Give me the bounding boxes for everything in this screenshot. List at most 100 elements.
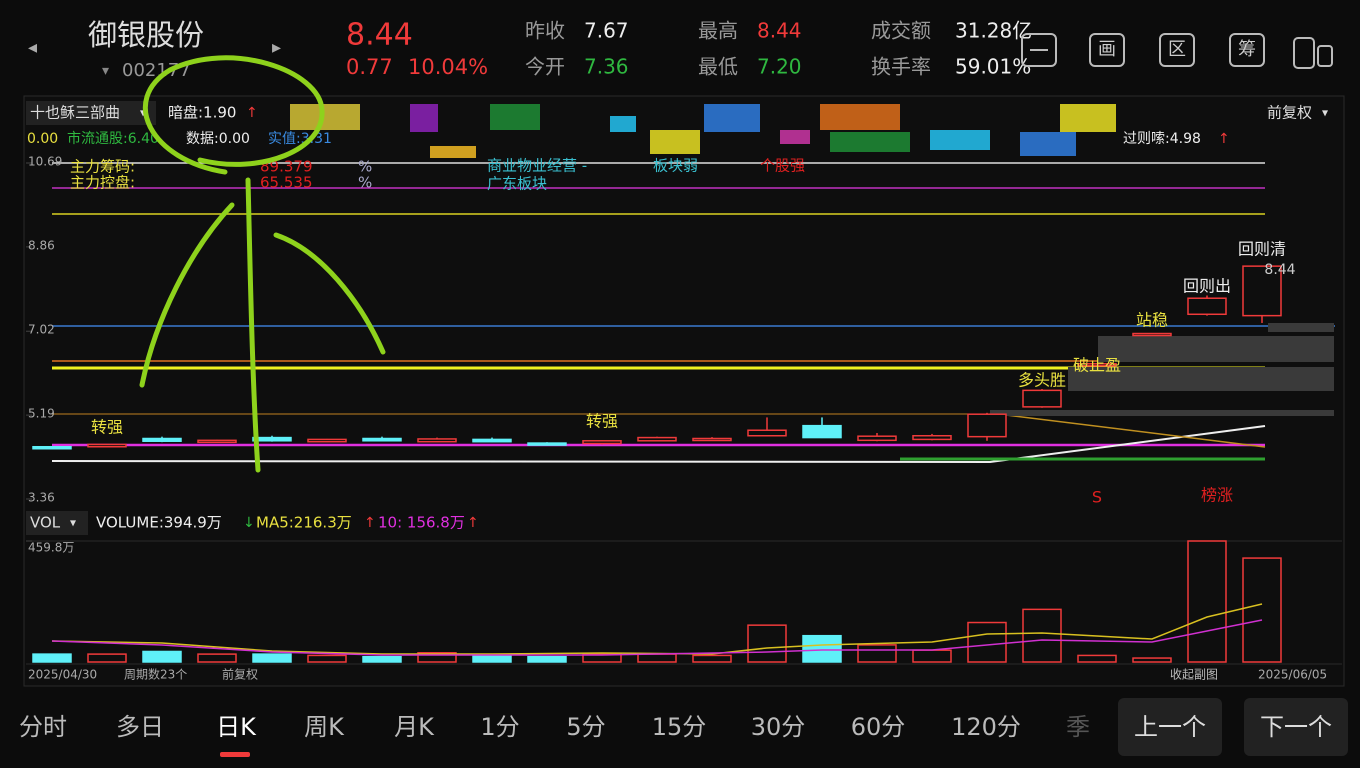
next-arrow[interactable]: ▸ [272, 37, 281, 58]
tool-icon[interactable] [1159, 33, 1195, 67]
button-label: 上一个 [1134, 713, 1206, 741]
volume-bar [1132, 657, 1172, 663]
volume-bar [747, 624, 787, 663]
ctrl-label: 主力控盘: [70, 174, 135, 192]
tool-label: 筹 [1238, 39, 1256, 60]
end-date: 2025/06/05 [1258, 668, 1327, 682]
candle-body [1242, 265, 1282, 317]
change: 0.77 [346, 55, 393, 79]
blur [490, 104, 540, 130]
signal: S [1092, 488, 1102, 507]
scribble-stroke [245, 177, 261, 473]
dark-pool: 暗盘:1.90 [168, 104, 236, 122]
indicator-select[interactable] [26, 101, 156, 125]
tab[interactable]: 周K [304, 713, 345, 741]
dropdown: ▾ [1322, 106, 1328, 120]
tool-label: 画 [1098, 39, 1116, 60]
real-value: 实值:3.31 [268, 131, 332, 147]
collapse[interactable]: 收起副图 [1170, 668, 1218, 682]
guoze: 过则嗦:4.98 [1123, 131, 1201, 147]
tab[interactable]: 月K [394, 713, 435, 741]
volume-bar [527, 655, 567, 663]
volume-bar [307, 654, 347, 663]
stat-value: 59.01% [955, 55, 1031, 79]
candle-body [967, 413, 1007, 438]
tab[interactable]: 多日 [116, 713, 164, 741]
adjust-select[interactable]: 前复权 [1267, 104, 1312, 122]
arrow: ↓ [243, 515, 255, 531]
volume-bar [582, 653, 622, 663]
vol-ma5 [51, 603, 1263, 655]
blur [610, 116, 636, 132]
volume-bar [692, 654, 732, 663]
data-value: 数据:0.00 [186, 131, 250, 147]
price: 8.44 [346, 18, 413, 53]
dropdown: ▾ [140, 106, 146, 120]
candle-body [472, 438, 512, 443]
tab[interactable]: 15分 [652, 713, 707, 741]
vol-select[interactable] [26, 511, 88, 535]
volume-bar [857, 644, 897, 663]
adjust: 前复权 [222, 667, 258, 682]
tab[interactable]: 季 [1066, 713, 1090, 741]
candle-body [197, 439, 237, 444]
volume-bar [1242, 557, 1282, 663]
tab[interactable]: 30分 [751, 713, 806, 741]
tab[interactable]: 分时 [19, 713, 67, 741]
candle-body [1187, 297, 1227, 316]
tab[interactable]: 120分 [951, 713, 1021, 741]
change-pct: 10.04% [408, 55, 488, 79]
signal: 破止盈 [1073, 356, 1121, 375]
stat-label: 成交额 [871, 19, 931, 43]
tab[interactable]: 日K [216, 713, 257, 741]
button[interactable] [1118, 698, 1222, 756]
candle-body [362, 437, 402, 442]
tool-icon[interactable] [1229, 33, 1265, 67]
dropdown: ▾ [70, 516, 76, 530]
dropdown[interactable]: ▾ [102, 63, 109, 79]
prev-arrow[interactable]: ◂ [28, 37, 37, 58]
tab[interactable]: 5分 [566, 713, 605, 741]
shade [1268, 323, 1334, 332]
tool-icon[interactable] [1293, 37, 1315, 69]
button[interactable] [1244, 698, 1348, 756]
shade [990, 410, 1334, 416]
scribble-stroke [273, 232, 386, 355]
volume-bar [967, 621, 1007, 663]
stat-label: 今开 [525, 55, 565, 79]
sector: 商业物业经营 - [487, 157, 587, 175]
stat-value: 7.36 [584, 55, 629, 79]
shade [1068, 367, 1334, 391]
candle-body [252, 436, 292, 442]
y-tick-label: 459.8万 [28, 541, 74, 555]
stat-label: 昨收 [525, 19, 565, 43]
signal: 转强 [91, 418, 123, 437]
candle-body [637, 436, 677, 442]
volume-bar [252, 653, 292, 663]
stat-label: 最高 [698, 19, 738, 43]
volume-bar [802, 634, 842, 663]
ma-line [989, 412, 1266, 448]
tool-icon[interactable] [1089, 33, 1125, 67]
candle-body [142, 437, 182, 442]
region: 广东板块 [487, 175, 547, 193]
candle-body [857, 435, 897, 442]
start-date: 2025/04/30 [28, 668, 97, 682]
candle-body [912, 434, 952, 441]
toolbar: 画区筹 [1021, 33, 1333, 69]
percent: % [358, 158, 372, 176]
tool-icon[interactable] [1021, 33, 1057, 67]
candle-body [32, 445, 72, 450]
arrow: ↑ [1218, 131, 1230, 147]
volume-bar [197, 653, 237, 663]
signal: 回则清 [1238, 240, 1286, 259]
tab-indicator [220, 752, 250, 757]
tool-label: 区 [1168, 39, 1186, 60]
tab[interactable]: 60分 [851, 713, 906, 741]
stock-name: 御银股份 [88, 18, 204, 52]
blur [410, 104, 438, 132]
tab[interactable]: 1分 [480, 713, 519, 741]
y-tick-label: 3.36 [28, 491, 55, 505]
